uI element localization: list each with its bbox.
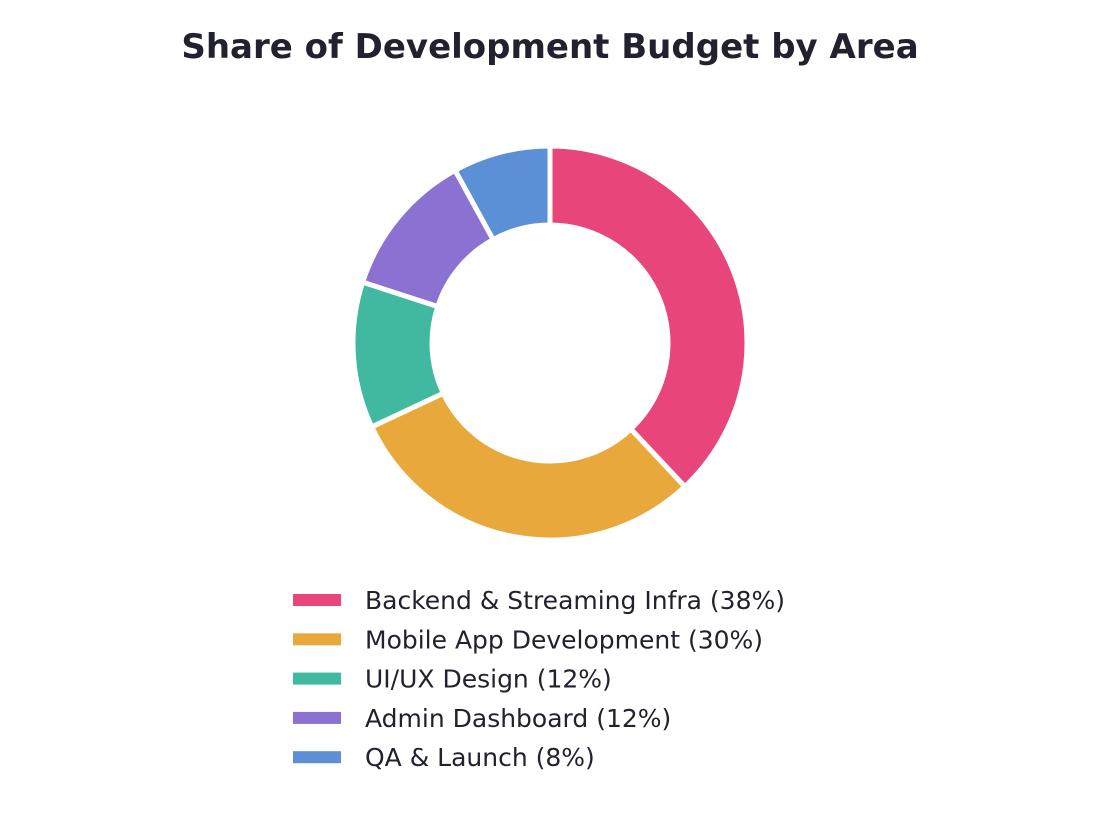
- legend-label: Admin Dashboard (12%): [365, 704, 671, 733]
- legend-item-mobile-app-development: Mobile App Development (30%): [293, 625, 763, 654]
- legend-label: Mobile App Development (30%): [365, 625, 763, 654]
- legend-swatch: [293, 751, 341, 764]
- legend-item-ui-ux-design: UI/UX Design (12%): [293, 665, 612, 694]
- legend-swatch: [293, 711, 341, 724]
- chart-legend: Backend & Streaming Infra (38%) Mobile Ap…: [293, 586, 785, 772]
- legend-swatch: [293, 594, 341, 606]
- legend-label: Backend & Streaming Infra (38%): [365, 586, 785, 615]
- slice-backend-streaming-infra: [547, 143, 750, 491]
- legend-label: UI/UX Design (12%): [365, 665, 612, 694]
- chart-title: Share of Development Budget by Area: [181, 27, 918, 67]
- legend-label: QA & Launch (8%): [365, 743, 595, 772]
- legend-item-qa-launch: QA & Launch (8%): [293, 743, 595, 772]
- legend-swatch: [293, 633, 341, 646]
- legend-item-admin-dashboard: Admin Dashboard (12%): [293, 704, 671, 733]
- legend-swatch: [293, 672, 341, 685]
- donut-slices: [350, 143, 750, 543]
- slice-qa-launch: [451, 143, 553, 243]
- slice-mobile-app-development: [368, 389, 689, 543]
- legend-item-backend-streaming-infra: Backend & Streaming Infra (38%): [293, 586, 785, 615]
